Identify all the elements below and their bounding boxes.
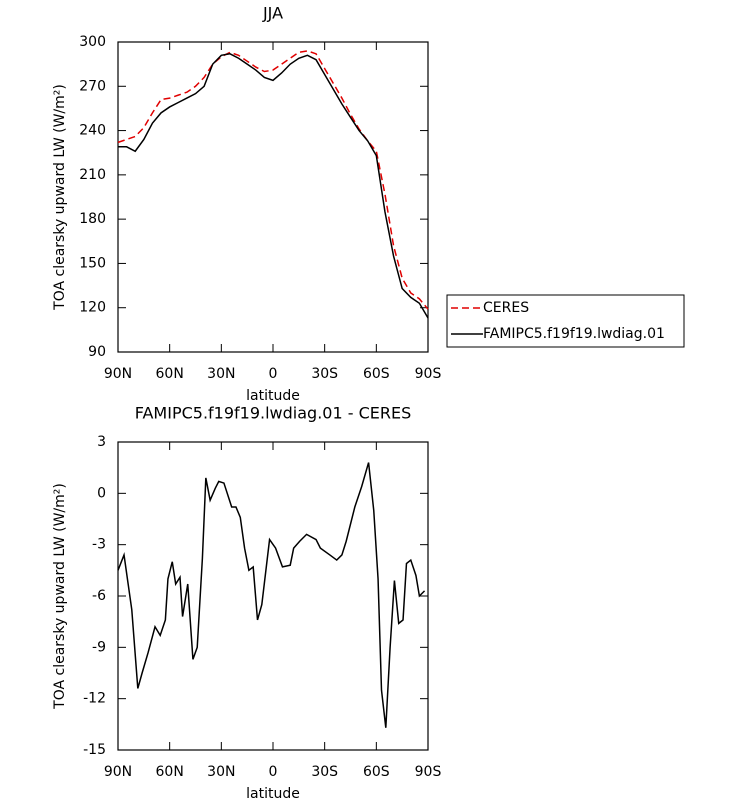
plot-frame [117, 441, 429, 751]
x-tick-label: 90S [415, 366, 442, 382]
y-tick-label: -9 [92, 639, 106, 655]
y-tick-label: -15 [83, 742, 106, 758]
chart-title: JJA [262, 4, 283, 23]
x-tick-label: 60N [156, 764, 184, 780]
y-tick-label: -12 [83, 691, 106, 707]
y-tick-label: 210 [79, 167, 106, 183]
x-axis-label: latitude [246, 786, 300, 802]
y-tick-label: 300 [79, 34, 106, 50]
y-tick-label: -6 [92, 588, 106, 604]
x-tick-label: 90N [104, 366, 132, 382]
x-tick-label: 30S [311, 764, 338, 780]
y-tick-label: 0 [97, 485, 106, 501]
x-tick-label: 0 [269, 764, 278, 780]
x-tick-label: 60N [156, 366, 184, 382]
series-line [118, 53, 429, 319]
x-tick-label: 60S [363, 764, 390, 780]
y-axis-label: TOA clearsky upward LW (W/m²) [52, 84, 68, 311]
x-tick-label: 60S [363, 366, 390, 382]
x-tick-label: 90S [415, 764, 442, 780]
legend-label: FAMIPC5.f19f19.lwdiag.01 [483, 326, 665, 342]
y-tick-label: 90 [88, 344, 106, 360]
x-tick-label: 30S [311, 366, 338, 382]
series-line [117, 50, 429, 310]
x-tick-label: 30N [207, 764, 235, 780]
y-tick-label: 270 [79, 78, 106, 94]
y-tick-label: 240 [79, 123, 106, 139]
y-tick-label: 180 [79, 211, 106, 227]
x-tick-label: 30N [207, 366, 235, 382]
x-tick-label: 90N [104, 764, 132, 780]
y-axis-label: TOA clearsky upward LW (W/m²) [52, 483, 68, 710]
x-axis-label: latitude [246, 388, 300, 404]
y-tick-label: -3 [92, 537, 106, 553]
x-tick-label: 0 [269, 366, 278, 382]
y-tick-label: 120 [79, 300, 106, 316]
plot-frame [117, 41, 429, 353]
y-tick-label: 150 [79, 255, 106, 271]
legend-frame [446, 294, 685, 348]
y-tick-label: 3 [97, 434, 106, 450]
series-line [117, 462, 426, 728]
legend-label: CERES [483, 300, 529, 316]
chart-title: FAMIPC5.f19f19.lwdiag.01 - CERES [135, 404, 412, 423]
